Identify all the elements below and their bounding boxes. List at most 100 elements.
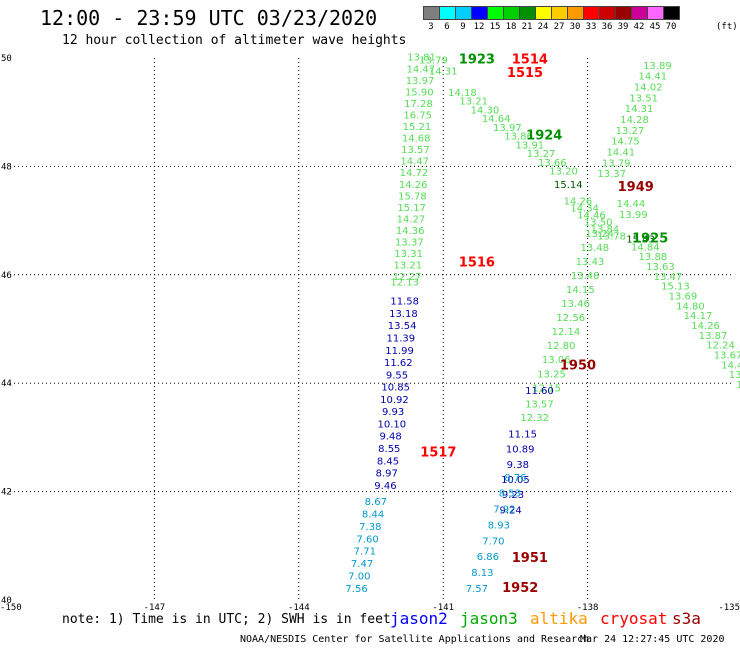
swh-value: 14.41	[606, 148, 635, 159]
swh-value: 13.48	[580, 243, 609, 254]
pass-label: 1952	[502, 581, 538, 596]
legend-label: 39	[617, 22, 629, 32]
swh-value: 15.90	[405, 87, 434, 98]
swh-value: 13.31	[394, 249, 423, 260]
swh-value: 7.92	[493, 505, 515, 516]
pass-label: 1950	[560, 359, 596, 374]
legend-label: 6	[444, 22, 450, 32]
swh-value: 9.48	[379, 432, 401, 443]
swh-value: 11.60	[525, 386, 554, 397]
swh-value: 13.79	[419, 55, 448, 66]
swh-value: 12.24	[706, 341, 735, 352]
swh-value: 14.80	[676, 301, 705, 312]
swh-value: 7.60	[356, 534, 378, 545]
pass-label: 1949	[618, 180, 654, 195]
swh-value: 14.36	[396, 226, 425, 237]
swh-value: 13.99	[619, 210, 648, 221]
footer-note: note: 1) Time is in UTC; 2) SWH is in fe…	[62, 612, 391, 627]
swh-value: 9.24	[499, 505, 521, 516]
credit-line: NOAA/NESDIS Center for Satellite Applica…	[240, 634, 590, 645]
pass-label: 1923	[459, 52, 495, 67]
satellite-s3a: s3a	[672, 609, 701, 628]
swh-value: 13.25	[537, 369, 566, 380]
swh-value: 7.70	[482, 536, 504, 547]
swh-value: 8.13	[471, 568, 493, 579]
swh-value: 14.64	[482, 114, 511, 125]
satellite-jason2: jason2	[390, 609, 448, 628]
swh-value: 15.78	[398, 191, 427, 202]
swh-value: 14.84	[631, 242, 660, 253]
swh-value: 13.69	[669, 292, 698, 303]
swh-value: 13.91	[516, 140, 545, 151]
swh-value: 11.15	[508, 429, 537, 440]
swh-value: 14.34	[570, 203, 599, 214]
chart-title: 12:00 - 23:59 UTC 03/23/2020	[40, 6, 378, 30]
swh-value: 13.66	[538, 158, 567, 169]
swh-value: 13.40	[736, 380, 740, 391]
swh-value: 13.37	[597, 169, 626, 180]
swh-value: 9.38	[507, 460, 529, 471]
y-tick-label: 50	[1, 54, 12, 64]
swh-value: 8.76	[504, 473, 526, 484]
swh-value: 7.56	[345, 584, 367, 595]
swh-value: 12.15	[532, 383, 561, 394]
y-tick-label: 40	[1, 596, 12, 606]
swh-value: 13.50	[584, 217, 613, 228]
swh-value: 12.27	[393, 272, 422, 283]
y-tick-label: 44	[1, 379, 12, 389]
x-tick-label: -138	[577, 603, 599, 613]
pass-label: 1514	[512, 52, 548, 67]
swh-value: 13.46	[561, 299, 590, 310]
swh-value: 14.46	[577, 210, 606, 221]
swh-value: 14.02	[634, 83, 663, 94]
legend-label: 27	[553, 22, 565, 32]
swh-value: 9.23	[502, 490, 524, 501]
y-tick-label: 46	[1, 271, 12, 281]
legend-label: 36	[601, 22, 613, 32]
color-scale-legend	[423, 6, 680, 20]
legend-label: 42	[633, 22, 645, 32]
swh-value: 14.26	[564, 196, 593, 207]
swh-value: 12.32	[520, 413, 549, 424]
swh-value: 13.97	[493, 123, 522, 134]
swh-value: 12.13	[390, 278, 419, 289]
swh-value: 13.57	[525, 400, 554, 411]
satellite-altika: altika	[530, 609, 588, 628]
pass-label: 1515	[507, 66, 543, 81]
swh-value: 10.85	[381, 383, 410, 394]
swh-value: 14.26	[691, 321, 720, 332]
legend-swatch	[663, 6, 680, 20]
swh-value: 7.71	[354, 547, 376, 558]
swh-value: 13.77	[729, 370, 740, 381]
swh-value: 15.43	[626, 234, 655, 245]
legend-label: 30	[569, 22, 581, 32]
swh-value: 15.21	[403, 122, 432, 133]
swh-value: 14.75	[611, 137, 640, 148]
swh-value: 13.54	[388, 321, 417, 332]
swh-value: 14.31	[429, 66, 458, 77]
legend-label: 15	[489, 22, 501, 32]
swh-value: 13.27	[616, 126, 645, 137]
swh-value: 15.14	[554, 180, 583, 191]
swh-value: 8.44	[362, 510, 384, 521]
pass-label: 1951	[512, 551, 548, 566]
y-tick-label: 48	[1, 162, 12, 172]
swh-value: 9.46	[374, 481, 396, 492]
swh-value: 13.27	[527, 149, 556, 160]
swh-value: 8.93	[488, 520, 510, 531]
pass-label: 1925	[632, 231, 668, 246]
chart-subtitle: 12 hour collection of altimeter wave hei…	[62, 33, 407, 48]
swh-value: 14.41	[639, 72, 668, 83]
swh-value: 11.58	[390, 297, 419, 308]
legend-label: 18	[505, 22, 517, 32]
swh-value: 10.92	[380, 395, 409, 406]
swh-value: 13.67	[714, 350, 740, 361]
swh-value: 13.89	[643, 61, 672, 72]
swh-value: 17.28	[404, 99, 433, 110]
swh-value: 13.86	[504, 132, 533, 143]
satellite-jason3: jason3	[460, 609, 518, 628]
legend-label: 9	[460, 22, 466, 32]
swh-value: 14.47	[400, 157, 429, 168]
legend-label: 24	[537, 22, 549, 32]
